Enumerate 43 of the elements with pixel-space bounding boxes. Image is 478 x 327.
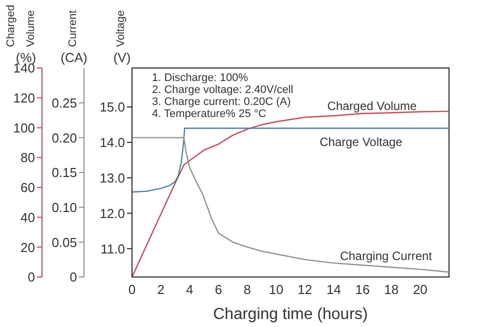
y-tick-label: 14.0 (100, 135, 125, 150)
series-label: Charged Volume (327, 99, 418, 113)
x-tick-label: 12 (298, 282, 312, 298)
x-tick-label: 14 (326, 282, 341, 298)
y2-tick-label: 0.20 (52, 130, 77, 146)
y3-tick-label: 0 (28, 270, 35, 285)
x-tick-label: 20 (412, 282, 428, 298)
y3-tick-label: 40 (20, 210, 35, 225)
y2-tick-label: 0.05 (52, 234, 77, 250)
annotation: 1. Discharge: 100% (152, 72, 248, 84)
x-tick-label: 8 (244, 282, 251, 298)
y-axis-title: Voltage (V) (113, 10, 131, 65)
x-axis-title: Charging time (hours) (213, 306, 368, 323)
x-tick-label: 0 (128, 282, 136, 298)
x-tick-label: 6 (214, 282, 222, 298)
y-tick-label: 11.0 (100, 241, 125, 256)
x-tick-label: 18 (384, 282, 399, 298)
x-tick-label: 4 (186, 282, 194, 298)
y2-tick-label: 0.10 (52, 200, 77, 215)
y3-tick-label: 60 (20, 180, 35, 196)
y-tick-label: 12.0 (100, 206, 125, 221)
line-series (132, 128, 449, 193)
y-tick-label: 15.0 (100, 100, 125, 115)
y3-tick-label: 80 (20, 150, 35, 166)
annotation: 4. Temperature% 25 °C (152, 108, 266, 120)
y3-axis-title: Charged Volume (%) (5, 4, 37, 65)
y-tick-label: 13.0 (100, 170, 125, 186)
line-series (132, 110, 449, 277)
y2-tick-label: 0.25 (52, 95, 77, 110)
annotation: 3. Charge current: 0.20C (A) (152, 96, 291, 108)
annotation: 2. Charge voltage: 2.40V/cell (152, 84, 294, 96)
series-label: Charge Voltage (320, 135, 403, 149)
y3-tick-label: 100 (13, 120, 35, 136)
x-tick-label: 2 (157, 282, 164, 298)
y3-tick-label: 20 (20, 240, 35, 255)
x-tick-label: 16 (355, 282, 370, 298)
y2-axis-title: Current (CA) (60, 10, 88, 65)
y2-tick-label: 0 (70, 270, 77, 285)
line-series (132, 137, 449, 273)
y2-tick-label: 0.15 (52, 165, 77, 180)
series-label: Charging Current (340, 249, 433, 263)
x-tick-label: 10 (268, 282, 284, 298)
y3-tick-label: 120 (13, 90, 35, 106)
